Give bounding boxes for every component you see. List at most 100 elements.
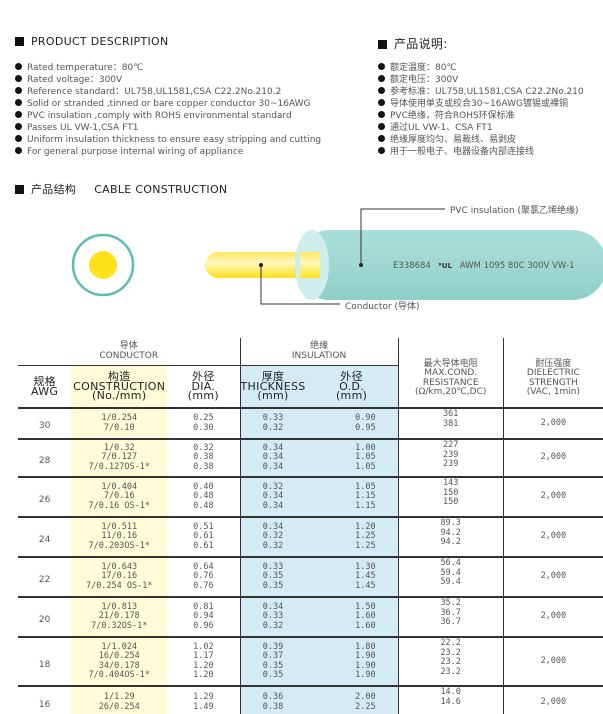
construction-cell-value: 7/0.404OS-1* [88,670,150,680]
dia-cell-value: 0.61 [193,531,214,542]
description-item: Solid or stranded ,tinned or bare copper… [15,98,321,110]
description-item-text: 额定温度：80℃ [390,63,457,73]
resistance-cell: 35.2 36.7 36.7 [398,596,504,637]
dia-cell-value: 0.40 [193,481,214,492]
conductor-leader-line [259,263,340,305]
thickness-cell-value: 0.32 [262,620,284,631]
dia-cell-value: 1.02 [193,641,214,652]
dielectric-cell: 2,000 [502,685,603,714]
thickness-cell: 0.36 0.38 [239,685,306,714]
table-row: 28 1/0.32 7/0.127 7/0.127OS-1* 0.32 0.38 0.38 0… [18,438,603,477]
resistance-cell-value: 94.2 [440,537,461,547]
awg-cell: 24 [18,516,72,557]
od-header: 外径 O.D. (mm) [305,365,399,408]
header-text: DIELECTRIC [526,368,580,378]
construction-cell-value: 17/0.16 [101,571,138,582]
insulation-illustration [295,230,603,300]
dia-cell-value: 1.29 [193,692,214,702]
construction-header: 构造 CONSTRUCTION (No./mm) [71,365,168,408]
description-item-text: Reference standard：UL758,UL1581,CSA C22.… [27,87,282,97]
description-item: 额定温度：80℃ [378,62,584,74]
square-bullet-icon [15,185,24,194]
construction-cell-value: 7/0.10 [103,422,135,433]
table-row: 22 1/0.643 17/0.16 7/0.254 OS-1* 0.64 0.76 0.7… [18,556,603,597]
thickness-cell: 0.32 0.34 0.34 [239,476,306,517]
awg-cell: 18 [18,636,72,686]
header-text: (VAC, 1min) [526,387,581,397]
resistance-cell-value: 150 [443,487,459,498]
od-cell: 1.30 1.45 1.45 [305,556,399,597]
od-cell-value: 1.25 [355,531,376,542]
thickness-cell-value: 0.36 [262,692,284,702]
description-item: 参考标准：UL758,UL1581,CSA C22.2No.210 [378,86,584,98]
od-cell: 2.00 2.25 [305,685,399,714]
description-item: Passes UL VW-1,CSA FT1 [15,122,321,134]
dia-cell: 0.81 0.94 0.96 [167,596,241,637]
dia-cell: 0.40 0.48 0.48 [167,476,241,517]
description-item: Reference standard：UL758,UL1581,CSA C22.… [15,86,321,98]
thickness-cell-value: 0.34 [262,461,284,472]
description-item: Rated voltage：300V [15,74,321,86]
dia-cell-value: 0.38 [193,452,214,463]
header-text: (mm) [335,389,368,403]
header-text: STRENGTH [528,377,578,388]
construction-cell-value: 7/0.127 [101,452,138,463]
resistance-cell: 22.2 23.2 23.2 23.2 [398,636,504,686]
construction-cell-value: 7/0.254 OS-1* [85,580,153,591]
square-bullet-icon [15,37,24,46]
construction-cell-value: 7/0.203OS-1* [88,540,150,551]
thickness-cell: 0.39 0.37 0.35 0.35 [239,636,306,686]
thickness-cell-value: 0.35 [262,670,284,680]
resistance-cell: 56.4 59.4 59.4 [398,556,504,597]
od-cell-value: 1.45 [355,571,376,582]
cable-construction-heading: 产品结构 CABLE CONSTRUCTION [15,181,227,197]
dia-header: 外径 DIA. (mm) [167,366,240,409]
resistance-cell-value: 56.4 [440,558,461,568]
header-text: RESISTANCE [422,377,479,388]
description-item: PVC insulation ,comply with ROHS environ… [15,110,321,122]
dia-cell-value: 0.64 [193,561,214,572]
header-text: CONDUCTOR [99,350,159,361]
thickness-cell-value: 0.38 [262,701,284,712]
thickness-cell-value: 0.34 [262,442,284,453]
dia-cell-value: 0.81 [193,601,214,612]
od-cell-value: 1.90 [355,651,376,661]
construction-cell-value: 1/0.813 [101,601,138,612]
construction-cell: 1/0.813 21/0.178 7/0.32OS-1* [71,596,168,637]
construction-cell-value: 34/0.178 [98,660,140,671]
header-text: CONSTRUCTION [73,379,166,393]
dia-cell-value: 1.17 [193,651,214,661]
construction-cell: 1/1.024 16/0.254 34/0.178 7/0.404OS-1* [71,636,168,686]
od-cell-value: 2.25 [355,701,376,712]
header-text: DIA. [191,379,216,393]
od-cell: 1.05 1.15 1.15 [305,476,399,517]
od-cell-value: 1.60 [355,620,376,631]
resistance-cell: 143 150 150 [398,476,504,517]
description-item-text: 导体使用单支或绞合30~16AWG镀锡或裸铜 [390,99,568,109]
thickness-cell-value: 0.34 [262,491,284,502]
od-cell-value: 0.95 [355,422,376,433]
resistance-cell-value: 23.2 [440,666,461,677]
description-item: Uniform insulation thickness to ensure e… [15,134,321,146]
dia-cell-value: 0.25 [193,413,214,423]
od-cell-value: 2.00 [355,692,376,702]
resistance-cell: 89.3 94.2 94.2 [398,516,504,557]
resistance-cell: 227 239 239 [398,438,504,477]
resistance-cell-value: 59.4 [440,567,461,578]
conductor-label: Conductor (导体) [345,302,420,312]
header-text: 外径 [340,370,363,384]
construction-cell-value: 26/0.254 [98,701,140,712]
table-row: 26 1/0.404 7/0.16 7/0.16 OS-1* 0.40 0.48 0.48 0… [18,476,603,517]
description-item-text: 绝缘厚度均匀、易裁线、易剥皮 [390,135,517,145]
awg-cell: 16 [18,685,72,714]
construction-cell-value: 1/0.254 [101,413,138,423]
description-item-text: Rated voltage：300V [27,75,123,85]
od-cell-value: 1.05 [355,481,376,492]
construction-cell: 1/0.511 11/0.16 7/0.203OS-1* [71,516,168,557]
description-item: 通过UL VW-1、CSA FT1 [378,122,584,134]
header-text: O.D. [339,379,365,393]
resistance-cell-value: 35.2 [440,598,461,608]
resistance-cell: 14.0 14.6 [398,685,504,714]
resistance-cell-value: 239 [443,459,459,469]
description-item: 绝缘厚度均匀、易裁线、易剥皮 [378,134,584,146]
